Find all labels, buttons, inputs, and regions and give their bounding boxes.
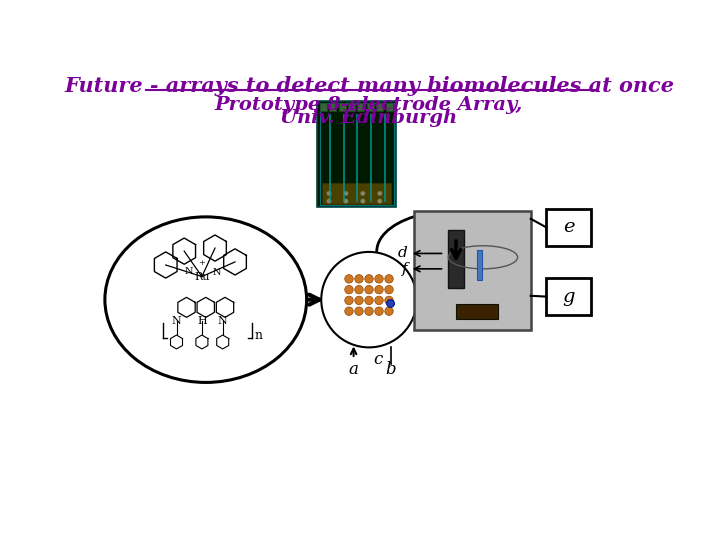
Circle shape (384, 286, 393, 294)
Circle shape (375, 296, 383, 305)
Bar (348, 103, 355, 111)
Circle shape (377, 199, 382, 204)
Text: a: a (348, 361, 359, 378)
Circle shape (355, 286, 363, 294)
Bar (477, 249, 482, 280)
Circle shape (361, 191, 365, 195)
Bar (320, 103, 327, 111)
Circle shape (365, 286, 373, 294)
Circle shape (384, 275, 393, 283)
Circle shape (355, 296, 363, 305)
Circle shape (365, 296, 373, 305)
Circle shape (343, 199, 348, 204)
Circle shape (365, 307, 373, 315)
Text: Prototype 8-electrode Array,: Prototype 8-electrode Array, (215, 96, 523, 113)
Bar (449, 231, 464, 288)
Bar (456, 303, 498, 319)
Circle shape (361, 199, 365, 204)
Text: f: f (402, 262, 408, 276)
Text: Ru: Ru (194, 272, 210, 281)
Text: N: N (171, 316, 181, 326)
Text: d: d (397, 246, 408, 260)
Text: e: e (563, 218, 574, 237)
Bar (386, 103, 392, 111)
Circle shape (375, 307, 383, 315)
Bar (318, 101, 396, 207)
Text: g: g (562, 288, 575, 306)
Circle shape (345, 286, 354, 294)
Text: N: N (212, 268, 221, 277)
Circle shape (355, 307, 363, 315)
Bar (320, 103, 394, 205)
Text: +: + (199, 259, 205, 267)
Text: b: b (385, 361, 396, 378)
Circle shape (387, 300, 395, 307)
Circle shape (375, 286, 383, 294)
Text: N: N (184, 267, 193, 275)
Circle shape (345, 307, 354, 315)
Text: c: c (374, 351, 383, 368)
Bar (546, 278, 590, 315)
Bar (357, 103, 364, 111)
Bar (546, 209, 590, 246)
Circle shape (345, 296, 354, 305)
Circle shape (365, 275, 373, 283)
Circle shape (355, 275, 363, 283)
Text: Univ. Edinburgh: Univ. Edinburgh (280, 110, 458, 127)
Bar (414, 211, 531, 330)
Text: H: H (197, 316, 207, 326)
Circle shape (384, 296, 393, 305)
Circle shape (327, 199, 331, 204)
Text: N: N (218, 316, 228, 326)
Circle shape (343, 191, 348, 195)
Bar (377, 103, 383, 111)
Bar (329, 103, 336, 111)
Circle shape (375, 275, 383, 283)
Bar (367, 103, 374, 111)
Text: Future - arrays to detect many biomolecules at once: Future - arrays to detect many biomolecu… (64, 76, 674, 96)
Circle shape (327, 191, 331, 195)
Circle shape (345, 275, 354, 283)
Circle shape (384, 307, 393, 315)
Circle shape (377, 191, 382, 195)
Text: n: n (254, 329, 262, 342)
Bar (322, 183, 392, 204)
Bar (338, 103, 346, 111)
